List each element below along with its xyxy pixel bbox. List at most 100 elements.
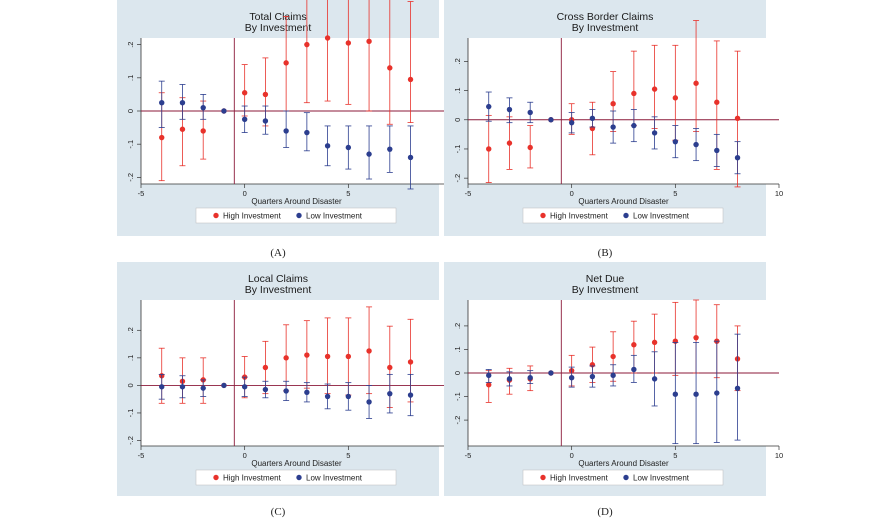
data-point — [304, 352, 310, 358]
legend-marker-high — [540, 212, 546, 219]
data-point — [366, 399, 372, 405]
data-point — [304, 41, 310, 48]
x-axis-label: Quarters Around Disaster — [251, 459, 342, 468]
data-point — [304, 389, 310, 395]
data-point — [610, 353, 616, 360]
data-point — [387, 146, 393, 152]
data-point — [527, 144, 533, 151]
data-point — [631, 90, 637, 97]
data-point — [672, 391, 679, 397]
data-point — [651, 130, 658, 136]
data-point — [283, 355, 289, 361]
chart-title: Local Claims — [248, 273, 308, 285]
legend: High Investment Low Investment — [522, 469, 724, 486]
legend-marker-low — [296, 212, 302, 219]
legend: High Investment Low Investment — [522, 207, 724, 224]
chart-subtitle: By Investment — [572, 284, 639, 296]
series-low-investment — [158, 373, 414, 419]
data-point — [241, 384, 248, 390]
y-tick-label: 0 — [453, 118, 462, 122]
y-tick-label: .1 — [453, 346, 462, 352]
data-point — [179, 384, 186, 390]
legend-marker-low — [623, 212, 629, 219]
data-point — [283, 388, 289, 394]
chart-subtitle: By Investment — [245, 22, 312, 34]
legend: High Investment Low Investment — [195, 469, 397, 486]
legend-label-low: Low Investment — [633, 474, 690, 483]
legend-label-high: High Investment — [550, 474, 609, 483]
data-point — [714, 147, 720, 154]
data-point — [387, 364, 393, 371]
data-point — [324, 143, 331, 149]
y-tick-label: .1 — [126, 355, 135, 361]
data-point — [221, 382, 227, 389]
series-low-investment — [158, 80, 414, 190]
legend-box — [195, 207, 397, 224]
data-point — [324, 35, 331, 41]
data-point — [345, 353, 352, 360]
data-point — [324, 393, 331, 400]
x-tick-label: 10 — [775, 451, 783, 460]
data-point — [610, 124, 616, 130]
data-point — [387, 65, 393, 71]
chart-subtitle: By Investment — [572, 22, 639, 34]
x-tick-label: -5 — [465, 189, 472, 198]
data-point — [345, 393, 352, 400]
data-point — [506, 376, 513, 382]
y-tick-label: .1 — [126, 75, 135, 81]
data-point — [366, 348, 372, 354]
data-point — [200, 385, 206, 391]
data-point — [693, 391, 699, 397]
data-point — [548, 117, 554, 123]
data-point — [407, 154, 414, 161]
data-point — [693, 334, 699, 341]
data-point — [693, 80, 699, 86]
data-point — [714, 390, 720, 396]
data-point — [589, 115, 596, 122]
legend-marker-low — [296, 474, 302, 481]
data-point — [734, 385, 741, 392]
series-low-investment — [485, 91, 741, 175]
data-point — [407, 392, 414, 398]
y-tick-label: .1 — [453, 87, 462, 93]
data-point — [734, 115, 741, 122]
plot-area — [468, 38, 779, 184]
y-tick-label: -.1 — [453, 392, 462, 401]
data-point — [179, 126, 186, 132]
data-point — [159, 134, 165, 141]
data-point — [179, 100, 186, 106]
plot-area — [141, 300, 452, 446]
data-point — [324, 353, 331, 360]
data-point — [159, 384, 165, 390]
data-point — [714, 99, 720, 105]
x-tick-label: -5 — [138, 189, 145, 198]
y-tick-label: 0 — [453, 371, 462, 375]
x-tick-label: 5 — [673, 451, 677, 460]
data-point — [486, 382, 492, 388]
data-point — [589, 373, 596, 380]
x-tick-label: 0 — [570, 451, 574, 460]
legend-label-high: High Investment — [550, 212, 609, 221]
chart-subtitle: By Investment — [245, 284, 312, 296]
legend-label-high: High Investment — [223, 474, 282, 483]
legend-box — [522, 469, 724, 486]
y-tick-label: 0 — [126, 109, 135, 113]
data-point — [486, 372, 492, 379]
y-tick-label: .2 — [126, 327, 135, 333]
chart-title: Cross Border Claims — [557, 11, 654, 23]
data-point — [200, 104, 206, 111]
y-tick-label: -.2 — [126, 436, 135, 445]
data-point — [407, 76, 414, 83]
y-tick-label: -.1 — [126, 409, 135, 418]
x-tick-label: -5 — [138, 451, 145, 460]
y-tick-label: -.2 — [453, 174, 462, 183]
x-tick-label: 0 — [243, 189, 247, 198]
series-low-investment — [485, 333, 741, 445]
data-point — [366, 151, 372, 157]
legend-marker-high — [540, 474, 546, 481]
data-point — [672, 95, 679, 101]
y-tick-label: -.2 — [453, 416, 462, 425]
